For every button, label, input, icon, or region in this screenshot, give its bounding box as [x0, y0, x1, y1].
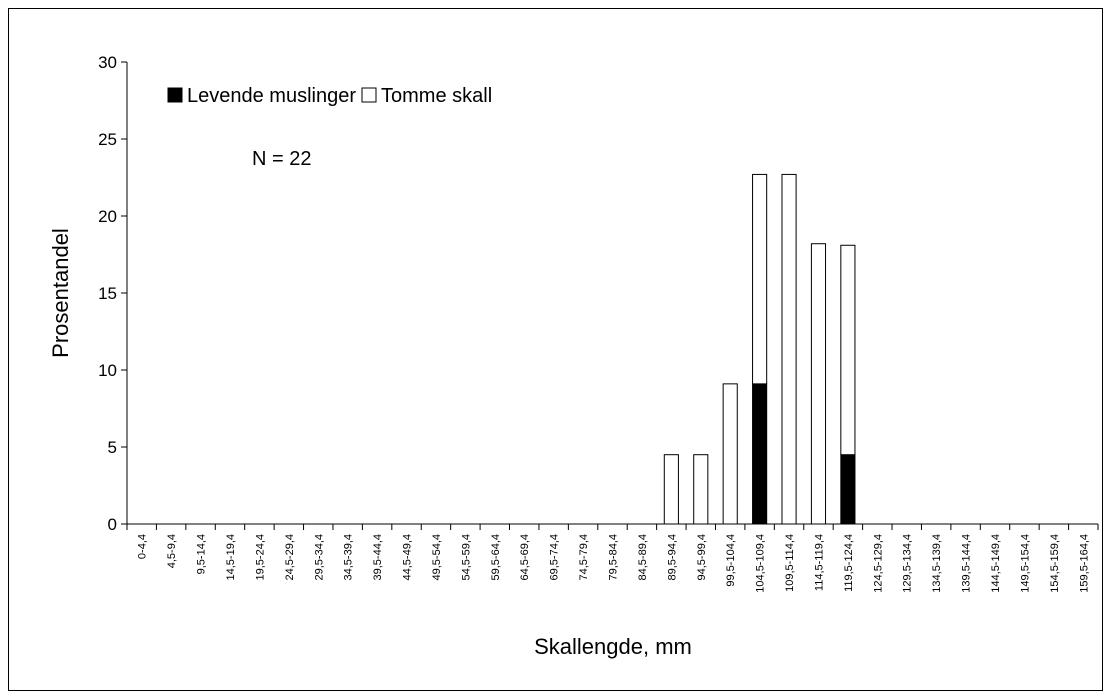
x-tick-label: 114,5-119,4 — [813, 534, 825, 591]
y-tick-label: 15 — [98, 284, 117, 303]
x-tick-label: 134,5-139,4 — [931, 534, 943, 593]
bar-segment — [810, 243, 827, 525]
bar-segment — [663, 454, 679, 525]
x-tick-label: 54,5-59,4 — [460, 534, 472, 580]
bar-segment — [781, 173, 797, 525]
x-tick-label: 139,5-144,4 — [961, 534, 973, 593]
x-tick-label: 44,5-49,4 — [402, 534, 414, 580]
bar-segment — [693, 454, 709, 525]
x-axis-title: Skallengde, mm — [534, 634, 692, 659]
x-tick-label: 69,5-74,4 — [549, 534, 561, 580]
x-tick-label: 14,5-19,4 — [225, 534, 237, 580]
x-tick-label: 99,5-104,4 — [725, 534, 737, 587]
x-tick-label: 124,5-129,4 — [872, 534, 884, 593]
bar-segment — [752, 383, 768, 525]
x-tick-label: 159,5-164,4 — [1078, 534, 1090, 593]
y-tick-label: 10 — [98, 361, 117, 380]
x-tick-label: 49,5-54,4 — [431, 534, 443, 580]
y-tick-label: 20 — [98, 207, 117, 226]
x-tick-label: 19,5-24,4 — [254, 534, 266, 580]
legend-swatch — [361, 87, 377, 103]
legend-label: Levende muslinger — [187, 85, 356, 107]
x-tick-label: 109,5-114,4 — [784, 534, 796, 592]
bar-segment — [752, 173, 768, 385]
bar-segment — [722, 383, 738, 525]
x-tick-label: 29,5-34,4 — [313, 534, 325, 580]
x-tick-label: 89,5-94,4 — [666, 534, 678, 580]
x-tick-label: 39,5-44,4 — [372, 534, 384, 580]
y-axis-title: Prosentandel — [48, 228, 73, 358]
x-tick-label: 9,5-14,4 — [196, 534, 208, 574]
x-tick-label: 0-4,4 — [137, 534, 149, 559]
chart-border — [8, 8, 1103, 691]
y-tick-label: 30 — [98, 53, 117, 72]
y-tick-label: 25 — [98, 130, 117, 149]
x-tick-label: 104,5-109,4 — [755, 534, 767, 593]
x-tick-label: 74,5-79,4 — [578, 534, 590, 580]
bar-segment — [840, 244, 856, 456]
x-tick-label: 24,5-29,4 — [284, 534, 296, 580]
x-tick-label: 59,5-64,4 — [490, 534, 502, 580]
x-tick-label: 149,5-154,4 — [1019, 534, 1031, 593]
x-tick-label: 154,5-159,4 — [1049, 534, 1061, 593]
x-tick-label: 94,5-99,4 — [696, 534, 708, 580]
x-tick-label: 119,5-124,4 — [843, 534, 855, 592]
legend-label: Tomme skall — [381, 85, 492, 107]
x-tick-label: 4,5-9,4 — [166, 534, 178, 568]
x-tick-label: 34,5-39,4 — [343, 534, 355, 580]
x-tick-label: 79,5-84,4 — [608, 534, 620, 580]
x-tick-label: 144,5-149,4 — [990, 534, 1002, 593]
x-tick-label: 64,5-69,4 — [519, 534, 531, 580]
legend-swatch — [167, 87, 183, 103]
annotation: N = 22 — [252, 148, 311, 170]
bar-segment — [840, 454, 856, 525]
y-tick-label: 0 — [108, 515, 117, 534]
x-tick-label: 84,5-89,4 — [637, 534, 649, 580]
x-tick-label: 129,5-134,4 — [902, 534, 914, 593]
y-tick-label: 5 — [108, 438, 117, 457]
